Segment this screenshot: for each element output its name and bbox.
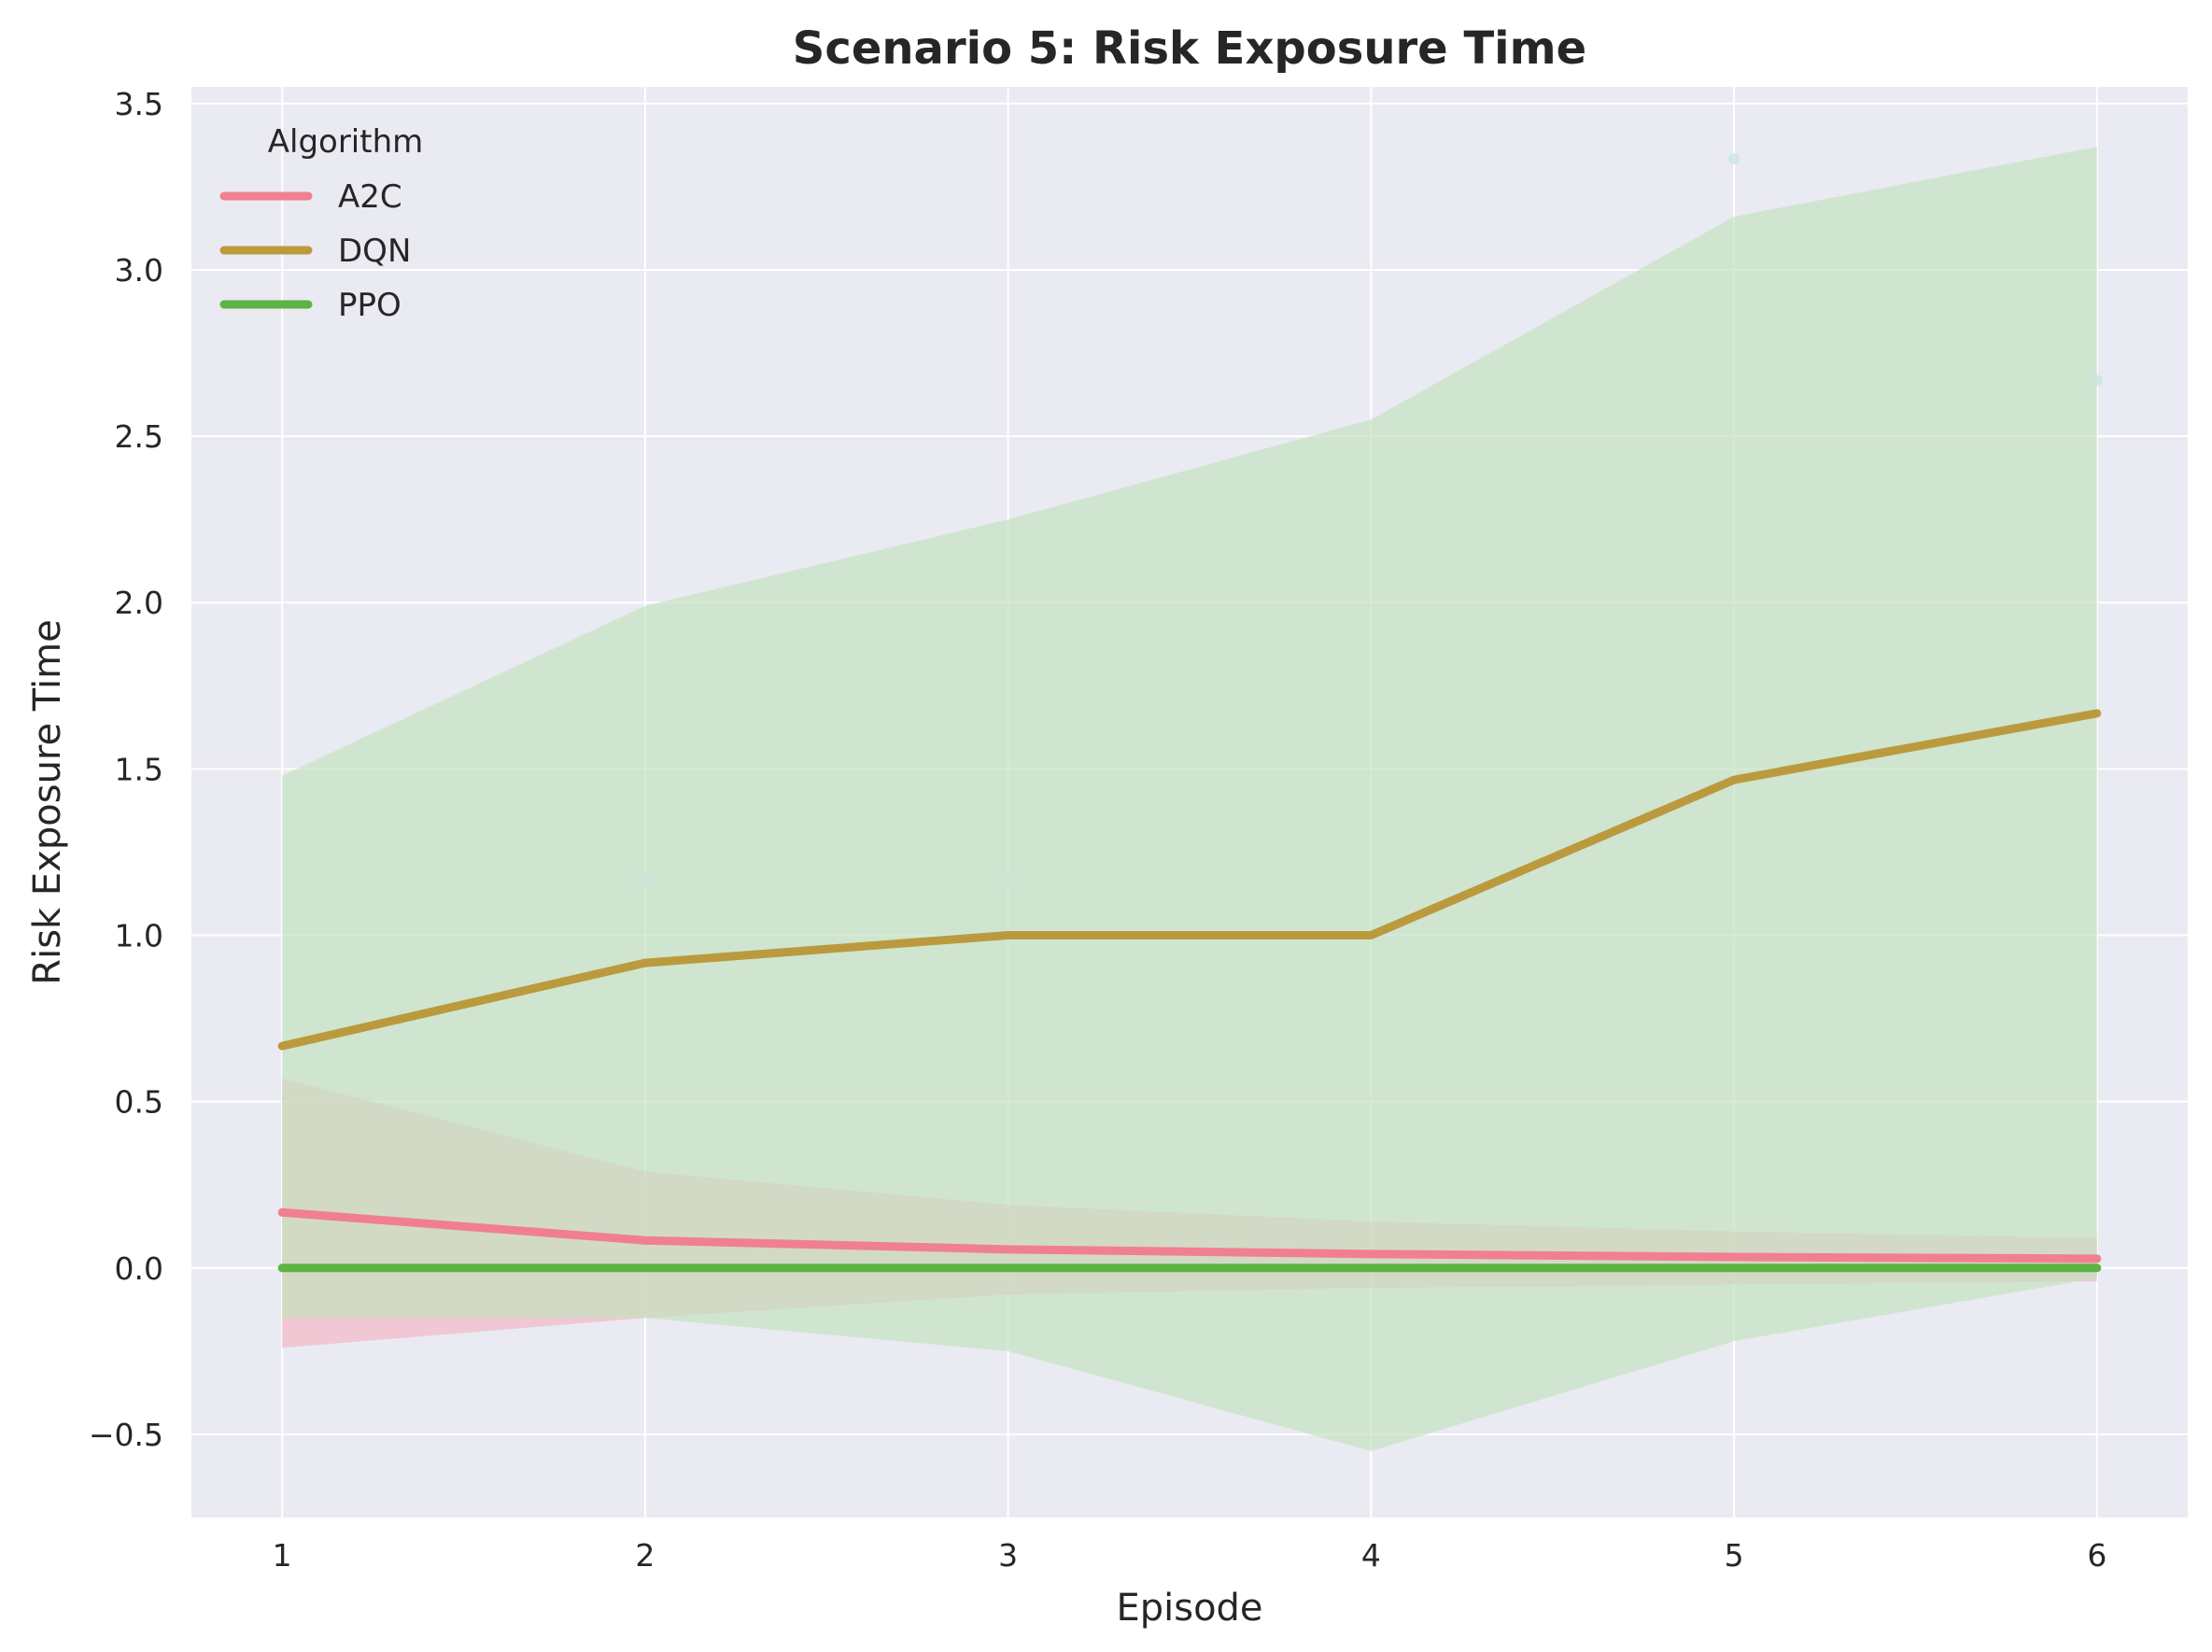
series-line-a2c [277, 1207, 2102, 1264]
series-line-dqn [277, 709, 2102, 1051]
y-tick-label-8: 3.0 [115, 252, 163, 289]
x-tick-label-6: 6 [2087, 1537, 2106, 1574]
x-tick-label-5: 5 [1725, 1537, 1744, 1574]
x-tick-label-2: 2 [635, 1537, 655, 1574]
legend-label-ppo: PPO [338, 287, 402, 324]
x-axis-ticks: 1 2 3 4 5 6 [273, 1537, 2107, 1574]
y-tick-label-6: 2.0 [115, 585, 163, 621]
confidence-bands [282, 147, 2097, 1451]
x-axis-label: Episode [1116, 1587, 1262, 1630]
y-axis-ticks: −0.5 0.0 0.5 1.0 1.5 2.0 2.5 3.0 3.5 [89, 86, 163, 1453]
band-dqn [282, 147, 2097, 1451]
legend-label-dqn: DQN [338, 233, 411, 270]
y-tick-label-2: 0.0 [115, 1250, 163, 1287]
legend: Algorithm A2C DQN PPO [219, 123, 424, 324]
scatter-points [639, 153, 2103, 886]
y-axis-label: Risk Exposure Time [26, 619, 69, 984]
y-tick-label-1: −0.5 [89, 1417, 163, 1453]
scatter-point-dqn-1 [639, 874, 651, 886]
chart-title: Scenario 5: Risk Exposure Time [793, 22, 1586, 75]
scatter-point-dqn-4 [2091, 374, 2103, 387]
y-tick-label-9: 3.5 [115, 86, 163, 122]
scatter-point-dqn-3 [1728, 153, 1740, 165]
x-tick-label-1: 1 [273, 1537, 292, 1574]
y-tick-label-4: 1.0 [115, 918, 163, 954]
y-tick-label-3: 0.5 [115, 1084, 163, 1121]
legend-title: Algorithm [268, 123, 424, 161]
y-tick-label-7: 2.5 [115, 418, 163, 455]
x-tick-label-3: 3 [998, 1537, 1018, 1574]
scatter-point-dqn-2 [1002, 874, 1014, 886]
legend-label-a2c: A2C [338, 178, 402, 216]
y-tick-label-5: 1.5 [115, 751, 163, 787]
series-lines [277, 709, 2102, 1273]
x-tick-label-4: 4 [1361, 1537, 1381, 1574]
